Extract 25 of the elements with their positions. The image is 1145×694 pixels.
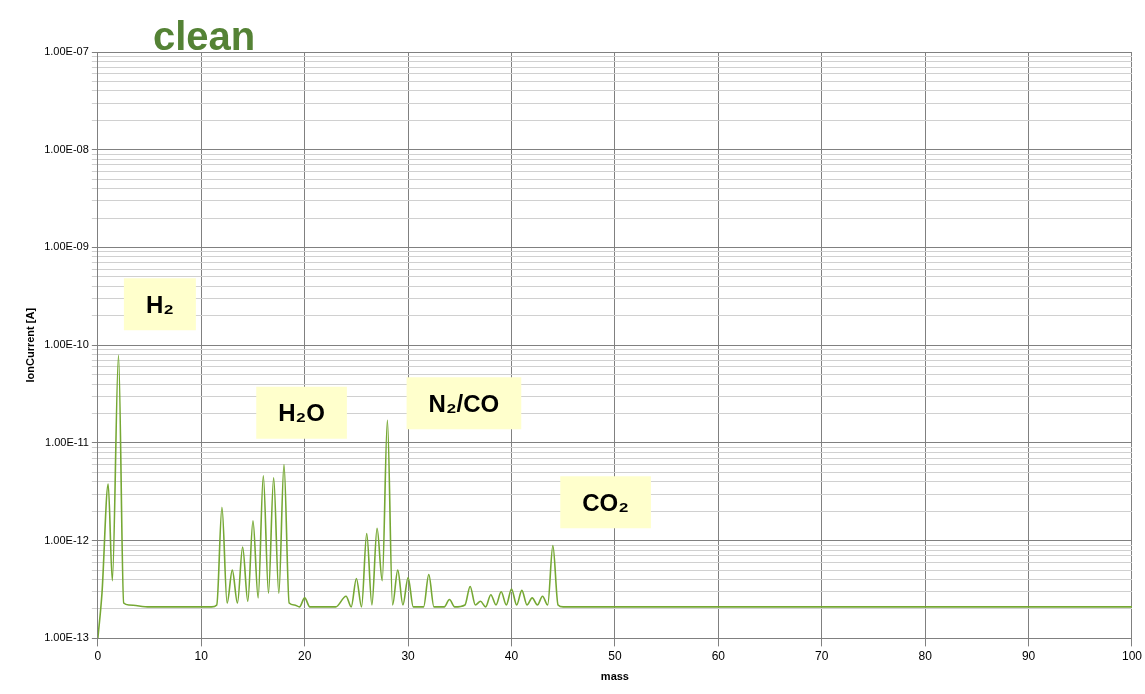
x-tick-label: 100: [1121, 648, 1143, 663]
x-tick-label: 70: [815, 648, 829, 663]
x-tick-label: 90: [1021, 648, 1036, 663]
annotation: H₂: [145, 290, 174, 318]
x-axis-title: mass: [600, 670, 629, 683]
x-tick-label: 40: [504, 648, 519, 663]
annotation: H₂O: [278, 399, 325, 427]
y-axis-title: IonCurrent [A]: [23, 307, 36, 383]
y-tick-label: 1.00E-07: [44, 45, 89, 58]
y-tick-label: 1.00E-12: [44, 533, 89, 546]
x-tick-label: 0: [94, 648, 102, 663]
x-tick-label: 10: [194, 648, 209, 663]
y-tick-label: 1.00E-13: [44, 631, 89, 644]
y-tick-label: 1.00E-09: [44, 240, 89, 253]
chart-title: clean: [153, 14, 256, 58]
y-tick-label: 1.00E-08: [44, 142, 89, 155]
x-tick-label: 20: [297, 648, 312, 663]
annotation: N₂/CO: [428, 389, 500, 417]
x-tick-label: 80: [918, 648, 933, 663]
y-tick-label: 1.00E-10: [44, 338, 89, 351]
x-tick-label: 50: [608, 648, 622, 663]
x-tick-label: 60: [711, 648, 726, 663]
y-tick-label: 1.00E-11: [45, 435, 89, 448]
annotation: CO₂: [582, 488, 629, 516]
x-tick-label: 30: [401, 648, 416, 663]
